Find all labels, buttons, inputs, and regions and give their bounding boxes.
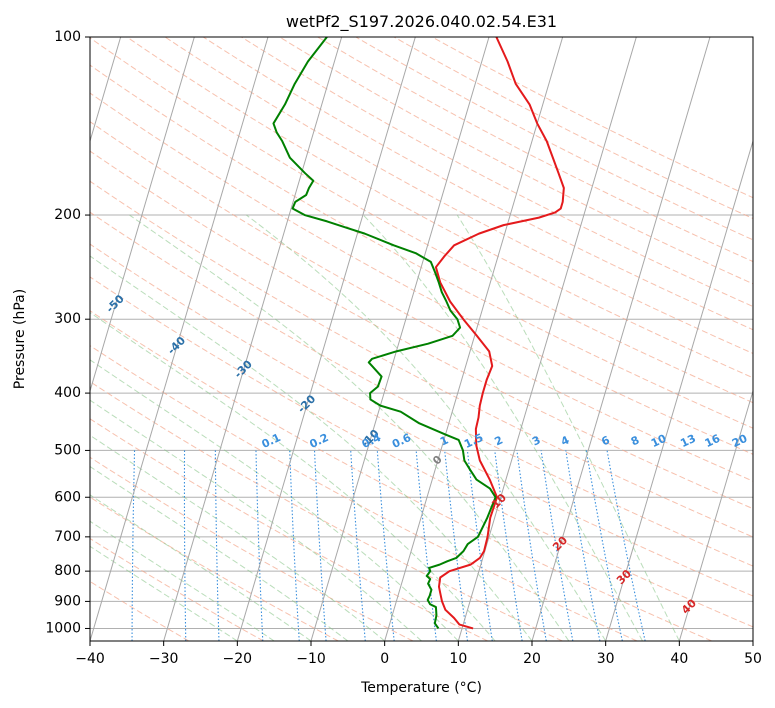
y-tick-label: 900 (54, 593, 81, 609)
dry-adiabat (90, 310, 712, 641)
moist-adiabat (90, 494, 312, 641)
x-tick-label: −10 (296, 651, 326, 667)
x-tick-label: −40 (75, 651, 105, 667)
moist-adiabat (90, 545, 238, 641)
dry-adiabat (90, 418, 488, 641)
y-tick-label: 1000 (45, 620, 81, 636)
isotherm (678, 389, 753, 641)
x-tick-label: −30 (149, 651, 179, 667)
moist-adiabat (456, 214, 680, 641)
mixing-ratio-line (350, 450, 366, 641)
moist-adiabat (362, 214, 643, 641)
mixing-ratio-line (540, 450, 574, 641)
isotherm (384, 37, 564, 641)
mixing-ratio-line (565, 450, 601, 641)
dry-adiabat (90, 276, 753, 628)
dry-adiabat (164, 37, 753, 355)
moist-adiabat (246, 214, 607, 641)
temperature-profile (434, 37, 565, 630)
y-tick-label: 800 (54, 563, 81, 579)
mixing-ratio-line (444, 450, 469, 641)
mixing-ratio-line (415, 450, 437, 641)
isotherm (310, 37, 490, 641)
mixing-ratio-line (183, 450, 187, 641)
mixing-ratio-label: 16 (703, 432, 723, 450)
mixing-ratio-lines (131, 450, 646, 641)
dry-adiabat (90, 211, 753, 567)
isotherm (90, 37, 122, 143)
mixing-ratio-line (466, 450, 493, 641)
mixing-ratio-line (313, 450, 327, 641)
dry-adiabat (90, 180, 753, 538)
x-axis-label: Temperature (°C) (360, 680, 482, 696)
mixing-ratio-line (376, 450, 395, 641)
y-tick-label: 600 (54, 489, 81, 505)
mixing-ratio-line (131, 450, 136, 641)
y-tick-label: 300 (54, 311, 81, 327)
moist-adiabat (90, 311, 496, 641)
isotherm (457, 37, 637, 641)
dry-adiabat (90, 37, 753, 404)
isotherm (90, 37, 195, 393)
dry-adiabat (90, 121, 753, 482)
dry-adiabat (90, 456, 414, 641)
mixing-ratio-label: 10 (649, 432, 669, 450)
mixing-ratio-label: 20 (730, 432, 750, 450)
mixing-ratio-line (606, 450, 646, 641)
y-tick-label: 100 (54, 29, 81, 45)
x-axis-ticks: −40 −30 −20 −10 0 10 20 30 40 50 (75, 641, 762, 667)
dry-adiabat (393, 37, 753, 220)
moist-adiabat (90, 399, 422, 641)
y-tick-label: 400 (54, 385, 81, 401)
moist-adiabat (90, 465, 349, 641)
moist-adiabat (90, 255, 533, 641)
mixing-ratio-line (289, 450, 300, 641)
mixing-ratio-line (214, 450, 220, 641)
dry-adiabat (90, 243, 753, 597)
moist-adiabat (90, 359, 459, 641)
isotherm (90, 37, 269, 641)
chart-title: wetPf2_S197.2026.040.02.54.E31 (286, 12, 557, 32)
dewpoint-profile (272, 37, 497, 630)
mixing-ratio-line (585, 450, 623, 641)
plot-frame (89, 36, 754, 642)
moist-adiabat (90, 434, 385, 641)
dry-adiabat (279, 37, 753, 285)
moist-adiabat (90, 520, 275, 641)
dry-adiabat (90, 537, 264, 641)
y-tick-label: 500 (54, 442, 81, 458)
y-axis-label: Pressure (hPa) (12, 289, 28, 389)
x-tick-label: 10 (449, 651, 467, 667)
dry-adiabats (90, 37, 753, 641)
x-tick-label: 50 (744, 651, 762, 667)
y-tick-label: 700 (54, 529, 81, 545)
isotherm (531, 37, 711, 641)
dry-adiabat (355, 37, 753, 241)
x-tick-label: 30 (597, 651, 615, 667)
isotherms (90, 37, 753, 641)
moist-adiabats (90, 214, 680, 641)
isotherm (163, 37, 343, 641)
y-axis-ticks: 100 200 300 400 500 600 700 800 900 1000 (45, 29, 90, 636)
y-tick-label: 200 (54, 207, 81, 223)
x-tick-label: 40 (670, 651, 688, 667)
dry-adiabat (126, 37, 753, 379)
x-tick-label: −20 (223, 651, 253, 667)
mixing-ratio-label: 13 (678, 432, 697, 450)
dry-adiabat (90, 381, 563, 641)
mixing-ratio-line (494, 450, 523, 641)
x-tick-label: 0 (380, 651, 389, 667)
isotherm (236, 37, 416, 641)
isotherm (605, 139, 753, 641)
sounding-profiles (272, 37, 565, 630)
x-tick-label: 20 (523, 651, 541, 667)
dry-adiabat (241, 37, 753, 308)
plot-area: -100-90-80-70-60-50-40-30-20-10010203040… (90, 37, 753, 641)
mixing-ratio-line (255, 450, 264, 641)
dry-adiabat (90, 92, 753, 455)
